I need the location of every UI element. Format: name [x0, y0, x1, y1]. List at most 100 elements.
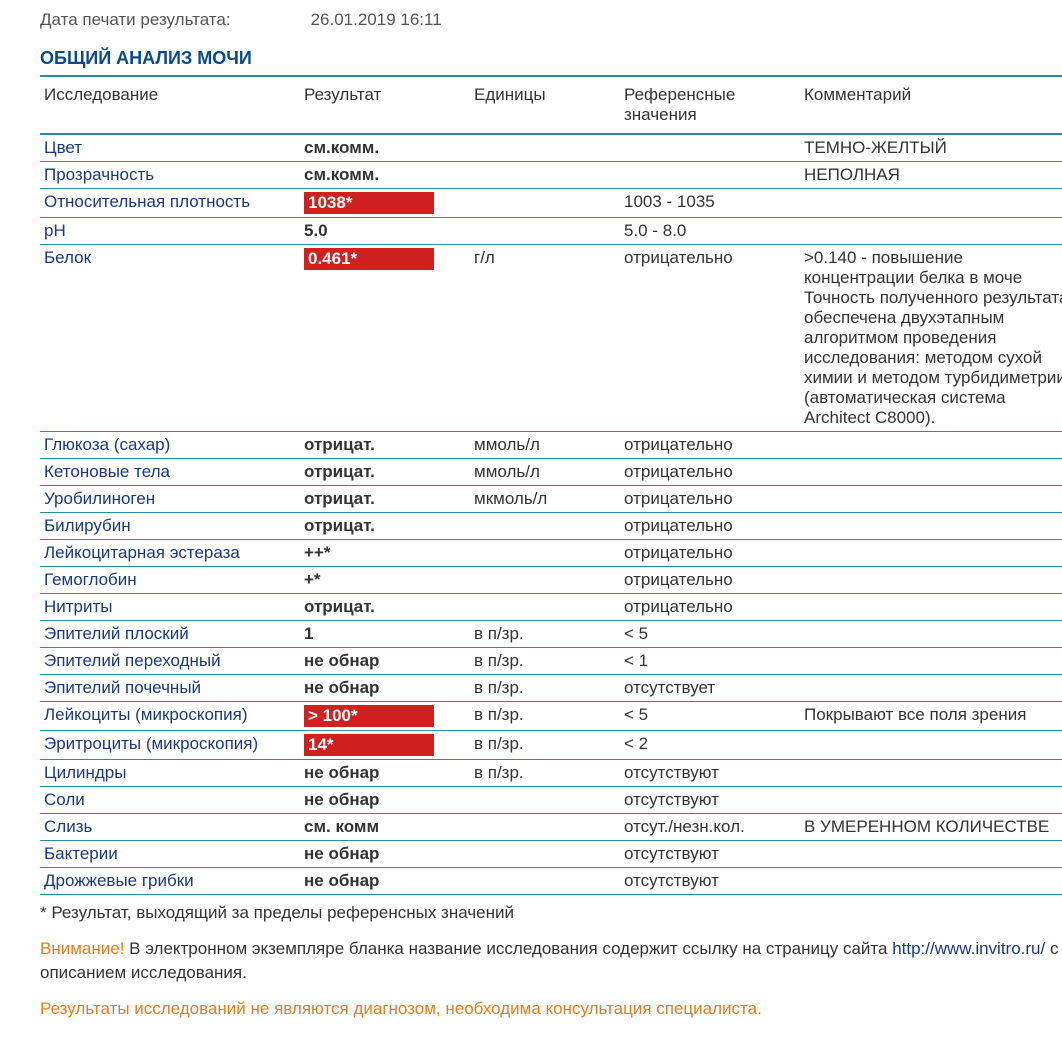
table-row: Уробилиногенотрицат.мкмоль/лотрицательно	[40, 486, 1062, 513]
cell-name: Дрожжевые грибки	[40, 868, 300, 895]
cell-ref: отрицательно	[620, 486, 800, 513]
result-flag: 0.461*	[304, 248, 434, 270]
cell-units	[470, 513, 620, 540]
cell-result: отрицат.	[300, 594, 470, 621]
print-date-label: Дата печати результата:	[40, 10, 231, 30]
table-row: Эпителий почечныйне обнарв п/зр.отсутств…	[40, 675, 1062, 702]
cell-units	[470, 567, 620, 594]
cell-units	[470, 134, 620, 162]
warning-block: Внимание! В электронном экземпляре бланк…	[40, 937, 1062, 985]
cell-comment	[800, 218, 1062, 245]
cell-units: в п/зр.	[470, 702, 620, 731]
cell-ref: отсутствуют	[620, 787, 800, 814]
cell-comment	[800, 486, 1062, 513]
table-row: Эпителий переходныйне обнарв п/зр.< 1	[40, 648, 1062, 675]
cell-units: ммоль/л	[470, 432, 620, 459]
table-row: Цветсм.комм.ТЕМНО-ЖЕЛТЫЙ	[40, 134, 1062, 162]
cell-result: 5.0	[300, 218, 470, 245]
cell-units: в п/зр.	[470, 675, 620, 702]
cell-ref: отрицательно	[620, 540, 800, 567]
cell-result: ++*	[300, 540, 470, 567]
cell-name: Соли	[40, 787, 300, 814]
cell-name: Кетоновые тела	[40, 459, 300, 486]
cell-units: в п/зр.	[470, 731, 620, 760]
table-row: Бактериине обнар отсутствуют	[40, 841, 1062, 868]
table-row: Солине обнар отсутствуют	[40, 787, 1062, 814]
cell-name: Прозрачность	[40, 162, 300, 189]
cell-name: Белок	[40, 245, 300, 432]
table-row: Лейкоцитарная эстераза++*отрицательно	[40, 540, 1062, 567]
cell-ref: отрицательно	[620, 432, 800, 459]
cell-comment	[800, 731, 1062, 760]
cell-comment: ТЕМНО-ЖЕЛТЫЙ	[800, 134, 1062, 162]
table-row: Слизьсм. коммотсут./незн.кол.В УМЕРЕННОМ…	[40, 814, 1062, 841]
cell-units	[470, 594, 620, 621]
col-header-result: Результат	[300, 76, 470, 134]
cell-units: в п/зр.	[470, 621, 620, 648]
warning-link[interactable]: http://www.invitro.ru/	[892, 939, 1045, 958]
table-row: Прозрачностьсм.комм. НЕПОЛНАЯ	[40, 162, 1062, 189]
cell-name: Лейкоциты (микроскопия)	[40, 702, 300, 731]
cell-units: в п/зр.	[470, 648, 620, 675]
cell-name: Глюкоза (сахар)	[40, 432, 300, 459]
cell-result: отрицат.	[300, 513, 470, 540]
cell-units	[470, 218, 620, 245]
col-header-units: Единицы	[470, 76, 620, 134]
cell-ref: 1003 - 1035	[620, 189, 800, 218]
cell-result: не обнар	[300, 787, 470, 814]
cell-units: в п/зр.	[470, 760, 620, 787]
cell-name: Эпителий плоский	[40, 621, 300, 648]
cell-result: не обнар	[300, 648, 470, 675]
table-row: Эпителий плоский1в п/зр.< 5	[40, 621, 1062, 648]
cell-comment	[800, 189, 1062, 218]
cell-ref	[620, 162, 800, 189]
cell-comment	[800, 787, 1062, 814]
cell-result: 1	[300, 621, 470, 648]
cell-ref: < 2	[620, 731, 800, 760]
cell-result: не обнар	[300, 868, 470, 895]
cell-result: не обнар	[300, 675, 470, 702]
cell-ref: < 5	[620, 702, 800, 731]
cell-ref: отсутствует	[620, 675, 800, 702]
cell-ref: отсут./незн.кол.	[620, 814, 800, 841]
cell-result: см.комм.	[300, 162, 470, 189]
cell-comment	[800, 648, 1062, 675]
cell-ref: отрицательно	[620, 513, 800, 540]
cell-result: см. комм	[300, 814, 470, 841]
col-header-comment: Комментарий	[800, 76, 1062, 134]
cell-name: Эпителий переходный	[40, 648, 300, 675]
cell-comment	[800, 760, 1062, 787]
cell-comment	[800, 540, 1062, 567]
result-flag: > 100*	[304, 705, 434, 727]
cell-comment	[800, 513, 1062, 540]
table-row: Гемоглобин+*отрицательно	[40, 567, 1062, 594]
print-date-value: 26.01.2019 16:11	[311, 10, 442, 30]
cell-result: отрицат.	[300, 486, 470, 513]
cell-units	[470, 868, 620, 895]
warning-text-before: В электронном экземпляре бланка название…	[124, 939, 892, 958]
result-flag: 1038*	[304, 192, 434, 214]
table-row: Белок0.461*г/лотрицательно>0.140 - повыш…	[40, 245, 1062, 432]
cell-ref: 5.0 - 8.0	[620, 218, 800, 245]
cell-comment	[800, 432, 1062, 459]
cell-comment	[800, 459, 1062, 486]
table-row: Нитритыотрицат.отрицательно	[40, 594, 1062, 621]
cell-units	[470, 162, 620, 189]
cell-result: отрицат.	[300, 432, 470, 459]
cell-units: мкмоль/л	[470, 486, 620, 513]
cell-name: Нитриты	[40, 594, 300, 621]
cell-result: не обнар	[300, 841, 470, 868]
table-row: Глюкоза (сахар)отрицат.ммоль/лотрицатель…	[40, 432, 1062, 459]
cell-units: г/л	[470, 245, 620, 432]
cell-result: +*	[300, 567, 470, 594]
cell-ref: отсутствуют	[620, 841, 800, 868]
cell-comment: НЕПОЛНАЯ	[800, 162, 1062, 189]
cell-result: отрицат.	[300, 459, 470, 486]
cell-comment	[800, 841, 1062, 868]
cell-ref: < 1	[620, 648, 800, 675]
col-header-ref: Референсные значения	[620, 76, 800, 134]
cell-result: 1038*	[300, 189, 470, 218]
cell-name: Бактерии	[40, 841, 300, 868]
cell-ref: отсутствуют	[620, 868, 800, 895]
cell-name: Слизь	[40, 814, 300, 841]
